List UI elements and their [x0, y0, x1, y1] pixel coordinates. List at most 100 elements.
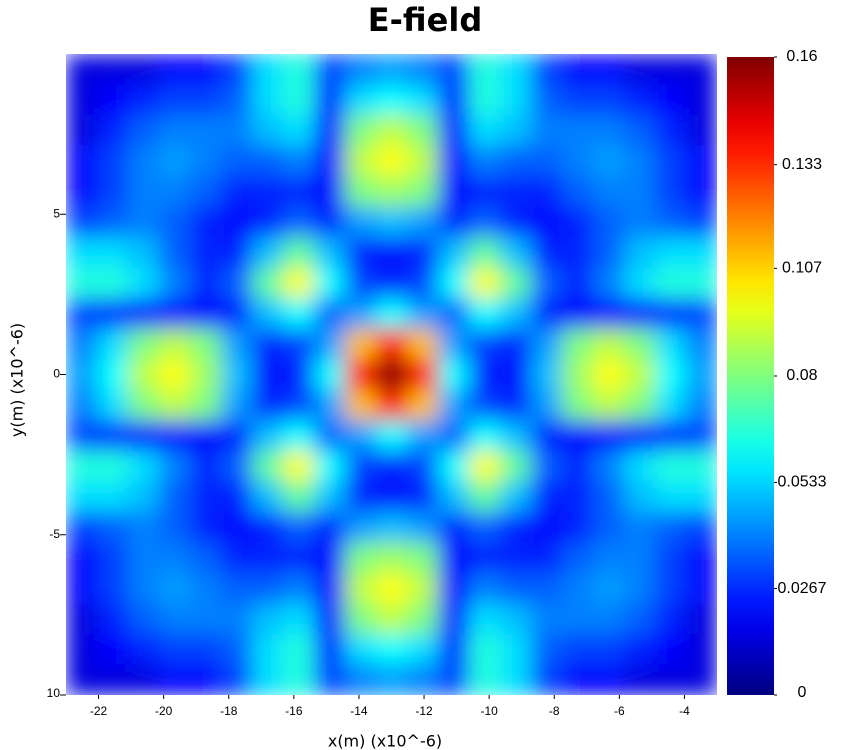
heatmap-cell: [469, 572, 501, 605]
heatmap-cell: [655, 176, 687, 208]
heatmap-cell: [66, 359, 98, 391]
heatmap-cell: [438, 511, 470, 543]
heatmap-cell: [190, 237, 222, 269]
heatmap-cell: [376, 328, 408, 360]
colorbar-tick-label: 0.107: [782, 260, 822, 277]
heatmap-cell: [221, 633, 253, 666]
heatmap-cell: [190, 389, 222, 421]
heatmap-cell: [66, 511, 98, 543]
heatmap-cell: [159, 176, 191, 208]
heatmap-cell: [469, 145, 501, 177]
heatmap-cell: [97, 267, 129, 299]
heatmap-cell: [252, 115, 284, 147]
heatmap-cell: [593, 572, 625, 605]
heatmap-cell: [128, 206, 160, 238]
heatmap-cell: [376, 450, 408, 482]
heatmap-cell: [531, 389, 563, 421]
heatmap-cell: [314, 54, 346, 86]
heatmap-cell: [500, 389, 532, 421]
heatmap-cell: [252, 206, 284, 238]
heatmap-cell: [531, 298, 563, 330]
heatmap-cell: [252, 511, 284, 543]
heatmap-cell: [376, 481, 408, 513]
heatmap-cell: [593, 298, 625, 330]
heatmap-cell: [97, 481, 129, 513]
heatmap-cell: [500, 206, 532, 238]
heatmap-cell: [159, 450, 191, 482]
heatmap-cell: [438, 237, 470, 269]
heatmap-cell: [531, 603, 563, 635]
heatmap-cell: [252, 542, 284, 574]
heatmap-cell: [190, 664, 222, 695]
heatmap-cell: [283, 572, 315, 605]
heatmap-cell: [376, 267, 408, 299]
heatmap-cell: [407, 176, 439, 208]
heatmap-cell: [159, 542, 191, 574]
heatmap-cell: [314, 359, 346, 391]
heatmap-cell: [128, 176, 160, 208]
colorbar-tick-label: 0.133: [782, 156, 822, 173]
heatmap-cell: [159, 389, 191, 421]
heatmap-cell: [562, 450, 594, 482]
x-tick-label: -12: [415, 704, 433, 718]
heatmap-cell: [562, 664, 594, 695]
heatmap-cell: [97, 603, 129, 635]
heatmap-cell: [97, 237, 129, 269]
heatmap-cell: [376, 206, 408, 238]
heatmap-cell: [97, 389, 129, 421]
heatmap-cell: [593, 511, 625, 543]
heatmap-cell: [221, 267, 253, 299]
heatmap-cell: [686, 84, 717, 116]
heatmap-cell: [562, 389, 594, 421]
heatmap-cell: [686, 359, 717, 391]
heatmap-cell: [655, 54, 687, 86]
heatmap-cell: [686, 511, 717, 543]
heatmap-cell: [283, 420, 315, 452]
heatmap: [66, 54, 717, 695]
heatmap-cell: [283, 206, 315, 238]
heatmap-cell: [438, 420, 470, 452]
heatmap-cell: [655, 603, 687, 635]
heatmap-cell: [376, 54, 408, 86]
heatmap-cell: [314, 389, 346, 421]
heatmap-cell: [252, 237, 284, 269]
heatmap-cell: [593, 542, 625, 574]
heatmap-cell: [221, 572, 253, 605]
heatmap-cell: [500, 633, 532, 666]
heatmap-cell: [345, 603, 377, 635]
heatmap-cell: [314, 206, 346, 238]
heatmap-cell: [531, 54, 563, 86]
heatmap-cell: [345, 206, 377, 238]
heatmap-cell: [469, 664, 501, 695]
heatmap-cell: [283, 542, 315, 574]
heatmap-cell: [376, 389, 408, 421]
heatmap-cell: [593, 420, 625, 452]
heatmap-cell: [469, 420, 501, 452]
y-tick-label: 0: [53, 367, 60, 381]
heatmap-cell: [593, 664, 625, 695]
heatmap-cell: [593, 206, 625, 238]
x-tick-label: -6: [614, 704, 625, 718]
heatmap-cell: [407, 328, 439, 360]
heatmap-cell: [531, 84, 563, 116]
heatmap-cell: [221, 603, 253, 635]
heatmap-cell: [500, 420, 532, 452]
heatmap-cell: [345, 664, 377, 695]
heatmap-cell: [128, 389, 160, 421]
heatmap-cell: [376, 237, 408, 269]
heatmap-cell: [97, 145, 129, 177]
heatmap-cell: [159, 664, 191, 695]
heatmap-cell: [655, 542, 687, 574]
heatmap-cell: [562, 54, 594, 86]
heatmap-cell: [655, 237, 687, 269]
heatmap-cell: [438, 359, 470, 391]
heatmap-cell: [593, 115, 625, 147]
x-tick-label: -22: [90, 704, 108, 718]
heatmap-cell: [593, 481, 625, 513]
heatmap-cell: [655, 633, 687, 666]
heatmap-cell: [252, 145, 284, 177]
heatmap-cell: [624, 633, 656, 666]
heatmap-cell: [531, 420, 563, 452]
heatmap-cell: [159, 115, 191, 147]
